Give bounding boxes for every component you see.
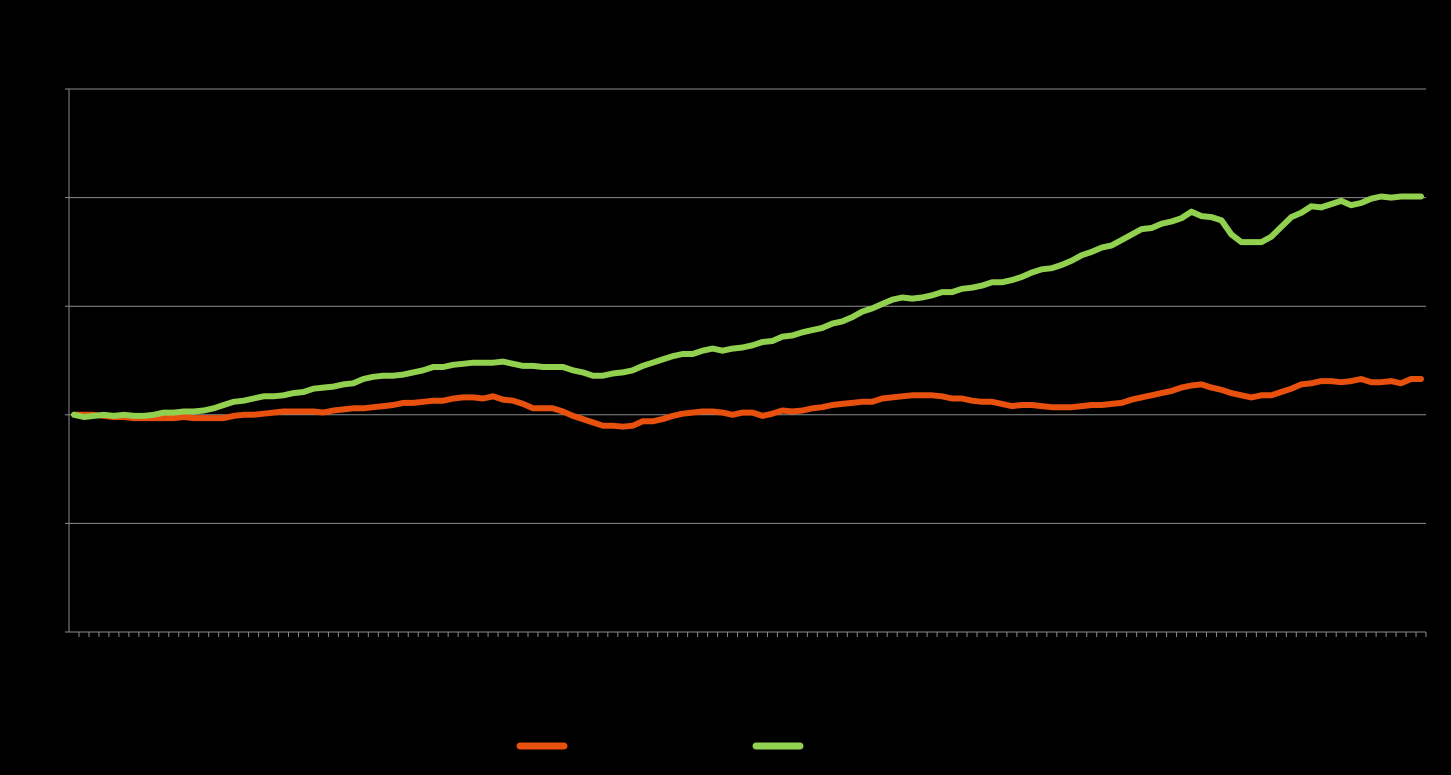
series-line [71, 376, 1424, 430]
series-line [71, 193, 1424, 420]
